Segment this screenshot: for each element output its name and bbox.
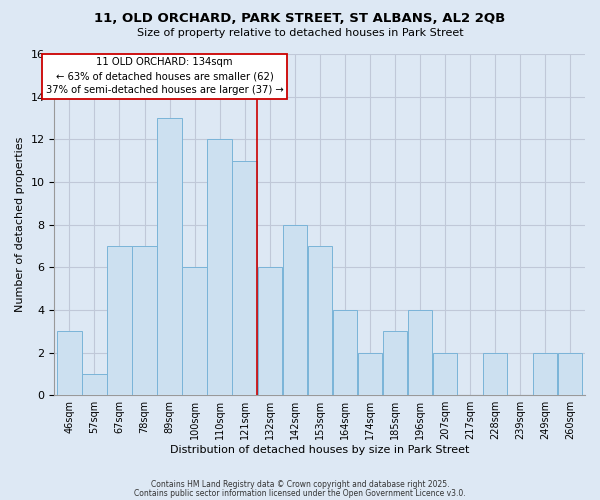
Bar — [257, 268, 282, 395]
Bar — [358, 352, 382, 395]
Bar — [558, 352, 582, 395]
Bar — [57, 331, 82, 395]
Bar — [308, 246, 332, 395]
Y-axis label: Number of detached properties: Number of detached properties — [15, 137, 25, 312]
Bar — [533, 352, 557, 395]
Text: 11 OLD ORCHARD: 134sqm
← 63% of detached houses are smaller (62)
37% of semi-det: 11 OLD ORCHARD: 134sqm ← 63% of detached… — [46, 57, 283, 95]
X-axis label: Distribution of detached houses by size in Park Street: Distribution of detached houses by size … — [170, 445, 469, 455]
Bar — [107, 246, 131, 395]
Bar — [182, 268, 206, 395]
Bar — [283, 224, 307, 395]
Bar — [133, 246, 157, 395]
Text: Contains public sector information licensed under the Open Government Licence v3: Contains public sector information licen… — [134, 488, 466, 498]
Bar — [483, 352, 507, 395]
Text: Contains HM Land Registry data © Crown copyright and database right 2025.: Contains HM Land Registry data © Crown c… — [151, 480, 449, 489]
Bar — [232, 160, 257, 395]
Text: 11, OLD ORCHARD, PARK STREET, ST ALBANS, AL2 2QB: 11, OLD ORCHARD, PARK STREET, ST ALBANS,… — [94, 12, 506, 26]
Bar — [332, 310, 357, 395]
Bar — [383, 331, 407, 395]
Text: Size of property relative to detached houses in Park Street: Size of property relative to detached ho… — [137, 28, 463, 38]
Bar — [82, 374, 107, 395]
Bar — [208, 140, 232, 395]
Bar — [407, 310, 432, 395]
Bar — [157, 118, 182, 395]
Bar — [433, 352, 457, 395]
